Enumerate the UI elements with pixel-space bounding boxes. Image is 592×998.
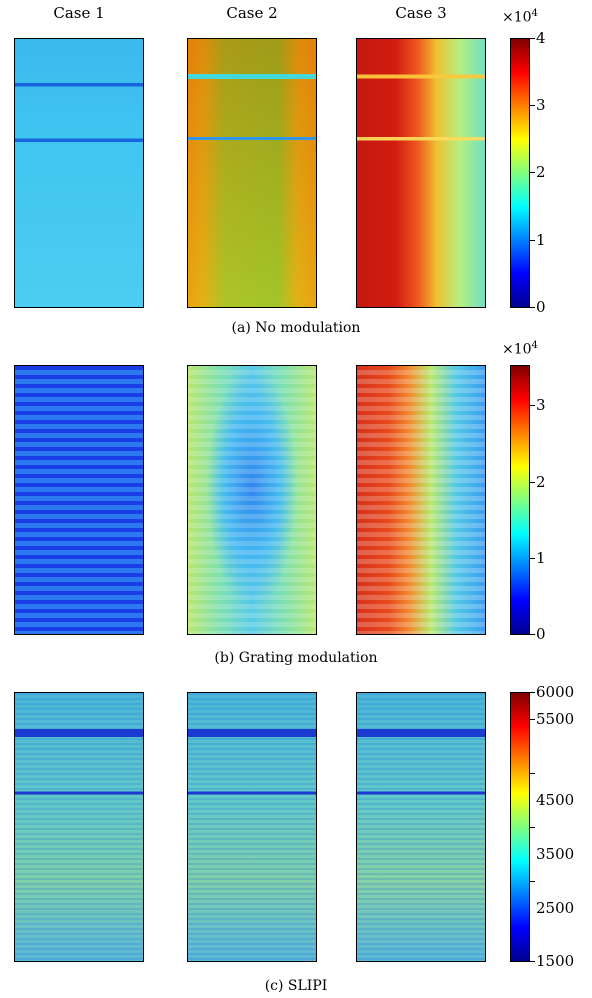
image-grating-case-2: [187, 365, 317, 635]
colorbar-b: [510, 365, 530, 635]
caption-a: (a) No modulation: [231, 320, 361, 336]
colorbar-c: [510, 692, 530, 962]
colorbar-b-multiplier: ×104: [502, 340, 538, 358]
image-grating-case-3: [356, 365, 486, 635]
colorbar-a-tick-0: 0: [536, 298, 546, 316]
caption-b: (b) Grating modulation: [214, 650, 378, 666]
colorbar-a-tick-1: 1: [536, 231, 546, 249]
colorbar-a-multiplier: ×104: [502, 8, 538, 26]
colorbar-b-tick-2: 2: [536, 473, 546, 491]
image-grating-case-1: [14, 365, 144, 635]
image-no-modulation-case-1: [14, 38, 144, 308]
column-title-case-2: Case 2: [226, 4, 278, 22]
caption-c: (c) SLIPI: [264, 978, 328, 994]
column-title-case-1: Case 1: [53, 4, 105, 22]
image-slipi-case-3: [356, 692, 486, 962]
colorbar-c-tick-5: 6000: [536, 683, 575, 701]
colorbar-c-tick-3: 4500: [536, 791, 575, 809]
colorbar-c-tick-0: 1500: [536, 952, 575, 970]
image-no-modulation-case-3: [356, 38, 486, 308]
image-slipi-case-1: [14, 692, 144, 962]
colorbar-c-tick-2: 3500: [536, 845, 575, 863]
colorbar-b-tick-0: 0: [536, 625, 546, 643]
colorbar-a-tick-2: 2: [536, 163, 546, 181]
colorbar-a: [510, 38, 530, 308]
colorbar-a-tick-4: 4: [536, 29, 546, 47]
colorbar-b-tick-3: 3: [536, 396, 546, 414]
colorbar-c-tick-4: 5500: [536, 710, 575, 728]
colorbar-c-tick-1: 2500: [536, 899, 575, 917]
colorbar-b-tick-1: 1: [536, 549, 546, 567]
image-slipi-case-2: [187, 692, 317, 962]
image-no-modulation-case-2: [187, 38, 317, 308]
colorbar-a-tick-3: 3: [536, 96, 546, 114]
column-title-case-3: Case 3: [395, 4, 447, 22]
